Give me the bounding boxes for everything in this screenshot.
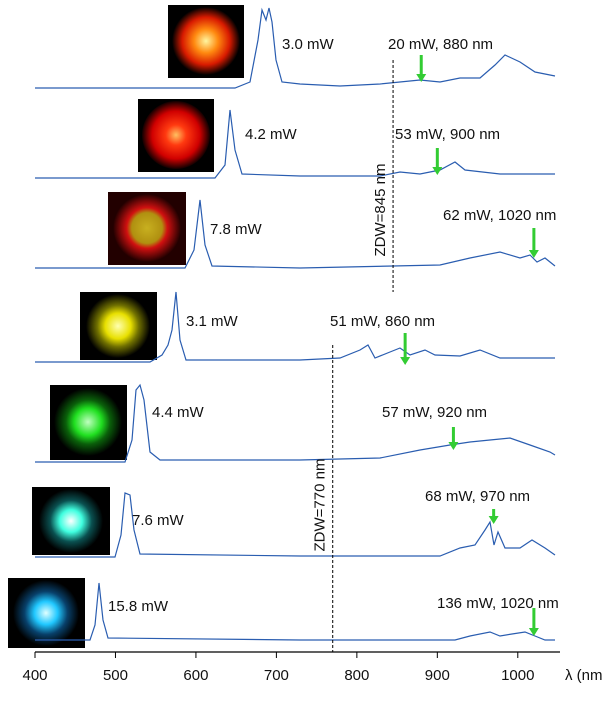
output-label: 53 mW, 900 nm (395, 126, 500, 143)
pump-power-label: 7.6 mW (132, 512, 185, 529)
output-label: 57 mW, 920 nm (382, 404, 487, 421)
spectrum (35, 109, 555, 179)
pump-power-label: 3.0 mW (282, 36, 335, 53)
spectra (35, 7, 556, 641)
x-tick-label: 500 (103, 667, 128, 684)
mode-spot (142, 101, 210, 169)
arrow (528, 228, 539, 258)
arrow (400, 333, 411, 365)
mode-spot (54, 388, 122, 456)
output-label: 136 mW, 1020 nm (437, 595, 559, 612)
x-tick-label: 800 (344, 667, 369, 684)
arrow (432, 148, 443, 175)
output-label: 68 mW, 970 nm (425, 488, 530, 505)
output-label: 20 mW, 880 nm (388, 36, 493, 53)
spectrum (35, 492, 556, 558)
arrow (448, 427, 459, 450)
spectrum (35, 7, 556, 89)
mode-images (8, 5, 244, 648)
x-tick-label: 600 (183, 667, 208, 684)
mode-spot (39, 489, 103, 553)
pump-power-label: 7.8 mW (210, 221, 263, 238)
pump-power-label: 4.2 mW (245, 126, 298, 143)
arrow (416, 55, 427, 82)
x-tick-label: 900 (425, 667, 450, 684)
mode-spot (172, 7, 240, 75)
spectrum (35, 383, 556, 463)
mode-spot (13, 580, 79, 646)
pump-power-label: 3.1 mW (186, 313, 239, 330)
mode-spot (113, 194, 181, 262)
arrow (488, 509, 499, 524)
mode-spot (86, 294, 150, 358)
output-label: 51 mW, 860 nm (330, 313, 435, 330)
x-tick-label: 700 (264, 667, 289, 684)
spectrum (35, 199, 556, 269)
arrow (528, 608, 539, 636)
spectrum (35, 291, 555, 363)
x-axis-label: λ (nm) (565, 667, 602, 684)
x-tick-label: 1000 (501, 667, 534, 684)
output-label: 62 mW, 1020 nm (443, 207, 556, 224)
spectrum (35, 582, 555, 641)
x-tick-label: 400 (22, 667, 47, 684)
pump-power-label: 15.8 mW (108, 598, 169, 615)
zdw-label: ZDW=845 nm (372, 164, 389, 257)
zdw-label: ZDW=770 nm (312, 459, 329, 552)
pump-power-label: 4.4 mW (152, 404, 205, 421)
